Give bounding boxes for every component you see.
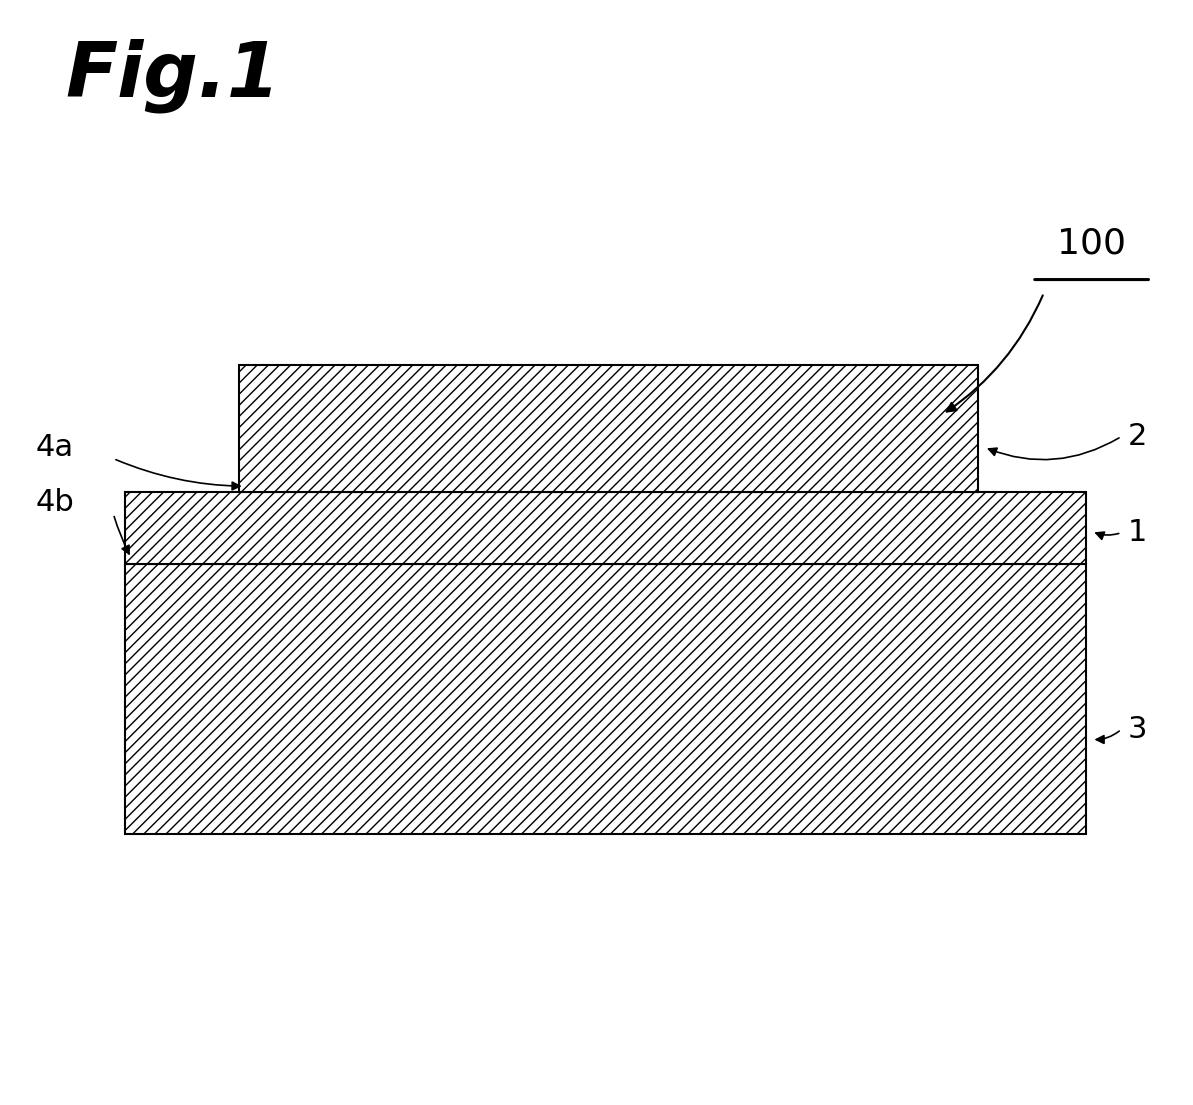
Bar — [125, 564, 1086, 834]
Bar — [239, 365, 978, 492]
Text: 2: 2 — [1127, 422, 1146, 451]
Text: 3: 3 — [1127, 715, 1146, 744]
Bar — [125, 492, 1086, 564]
Text: 100: 100 — [1057, 227, 1126, 261]
Text: 4a: 4a — [36, 433, 74, 462]
Text: 4b: 4b — [36, 488, 74, 517]
Text: 1: 1 — [1127, 518, 1146, 547]
Text: Fig.1: Fig.1 — [66, 39, 280, 113]
